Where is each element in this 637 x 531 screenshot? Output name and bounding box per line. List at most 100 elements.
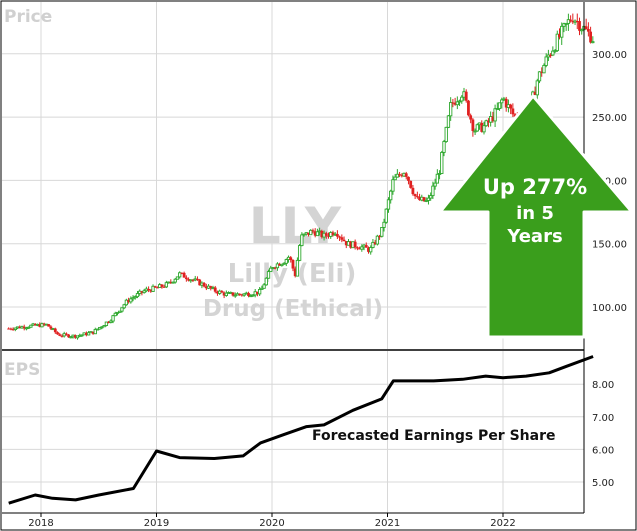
candle-body-173	[391, 179, 395, 192]
candle-body-181	[409, 180, 413, 188]
candle-body-79	[182, 272, 186, 278]
candle-body-228	[513, 114, 517, 117]
candle-body-78	[180, 272, 184, 274]
candle-body-71	[164, 282, 169, 288]
candle-body-208	[469, 115, 473, 120]
y-axis-ticks: 100.00 150.00 200.00 250.00 300.00 5.00 6.00 7.…	[592, 50, 627, 489]
candle-body-31	[75, 335, 80, 339]
candle-body-216	[487, 120, 490, 123]
price-panel-label: Price	[4, 7, 52, 27]
candle-body-91	[209, 286, 213, 289]
price-candles	[7, 13, 595, 340]
candle-body-113	[258, 289, 262, 295]
candle-body-53	[124, 299, 129, 306]
x-tick-label-2020: 2020	[259, 518, 284, 529]
candle-body-157	[355, 247, 359, 249]
candle-body-141	[320, 230, 324, 238]
candle-body-2	[11, 329, 15, 331]
candle-body-210	[473, 130, 477, 133]
candle-body-139	[315, 231, 320, 237]
candle-body-96	[220, 291, 224, 293]
candle-body-60	[140, 291, 144, 293]
candle-body-42	[100, 326, 104, 329]
eps-line	[8, 355, 594, 505]
candle-body-260	[584, 26, 588, 29]
candle-body-257	[578, 21, 581, 31]
candle-body-199	[449, 102, 453, 117]
eps-tick-label-5.00: 5.00	[592, 478, 614, 489]
candle-body-204	[460, 96, 464, 102]
candle-body-207	[467, 100, 470, 116]
candle-body-128	[291, 259, 295, 269]
candle-body-241	[542, 64, 546, 74]
candle-body-149	[338, 236, 342, 238]
candle-body-94	[216, 291, 219, 294]
candle-body-98	[224, 292, 228, 296]
candle-body-33	[80, 334, 84, 337]
candle-body-106	[242, 293, 246, 296]
candle-body-187	[422, 197, 426, 202]
candle-body-3	[13, 327, 17, 330]
candle-body-56	[131, 297, 135, 300]
candle-body-81	[187, 279, 190, 281]
eps-tick-label-8.00: 8.00	[592, 380, 614, 391]
candle-body-120	[273, 267, 277, 269]
candle-body-194	[437, 173, 442, 175]
candle-body-184	[415, 196, 419, 198]
candle-body-222	[500, 99, 504, 104]
candle-body-224	[504, 98, 508, 108]
candle-body-202	[455, 101, 459, 106]
candle-body-55	[129, 298, 133, 303]
candle-body-179	[404, 173, 408, 177]
candle-body-143	[324, 233, 328, 236]
candle-body-172	[389, 190, 393, 201]
candle-body-74	[171, 281, 175, 284]
candle-body-247	[555, 33, 559, 52]
candle-body-191	[431, 185, 435, 197]
arrow-text-line3: Years	[506, 226, 562, 247]
eps-panel-label: EPS	[4, 360, 40, 380]
candle-body-137	[311, 230, 315, 232]
candle-body-0	[7, 328, 11, 330]
candle-body-196	[442, 141, 446, 153]
candle-body-28	[69, 336, 73, 339]
candle-body-38	[91, 331, 95, 334]
up-arrow-shape	[438, 94, 634, 339]
candle-body-97	[222, 292, 226, 296]
candle-body-89	[204, 286, 208, 289]
candle-body-261	[586, 28, 590, 32]
candle-body-110	[251, 294, 255, 297]
candle-body-213	[480, 122, 484, 132]
candle-body-192	[433, 182, 437, 187]
candle-body-104	[238, 293, 242, 295]
watermark-industry: Drug (Ethical)	[203, 296, 383, 322]
candle-body-198	[446, 115, 451, 128]
candle-body-165	[373, 242, 377, 245]
candle-body-122	[278, 263, 282, 266]
candle-body-101	[231, 292, 235, 296]
candle-body-9	[27, 326, 31, 329]
arrow-text-line1: Up 277%	[483, 175, 587, 199]
candle-body-144	[327, 235, 330, 237]
candle-body-1	[9, 328, 13, 330]
candle-body-85	[196, 278, 199, 280]
candle-body-197	[444, 126, 448, 143]
candle-body-67	[156, 287, 159, 289]
candle-body-162	[367, 247, 370, 252]
candle-body-175	[395, 173, 400, 178]
candle-body-130	[295, 259, 300, 277]
candle-body-48	[113, 312, 117, 317]
x-axis-ticks: 2018 2019 2020 2021 2022	[28, 513, 516, 529]
candle-body-209	[471, 119, 475, 132]
candle-body-248	[558, 34, 561, 38]
candle-body-75	[173, 278, 177, 283]
candle-body-63	[147, 288, 150, 291]
candle-body-36	[86, 332, 91, 336]
candle-body-177	[400, 175, 404, 177]
candle-body-159	[360, 246, 364, 250]
price-tick-label-200.00: 200.00	[592, 176, 627, 187]
candle-body-246	[553, 50, 557, 53]
eps-tick-label-7.00: 7.00	[592, 413, 614, 424]
candle-body-256	[575, 21, 579, 23]
candle-body-24	[60, 335, 64, 337]
